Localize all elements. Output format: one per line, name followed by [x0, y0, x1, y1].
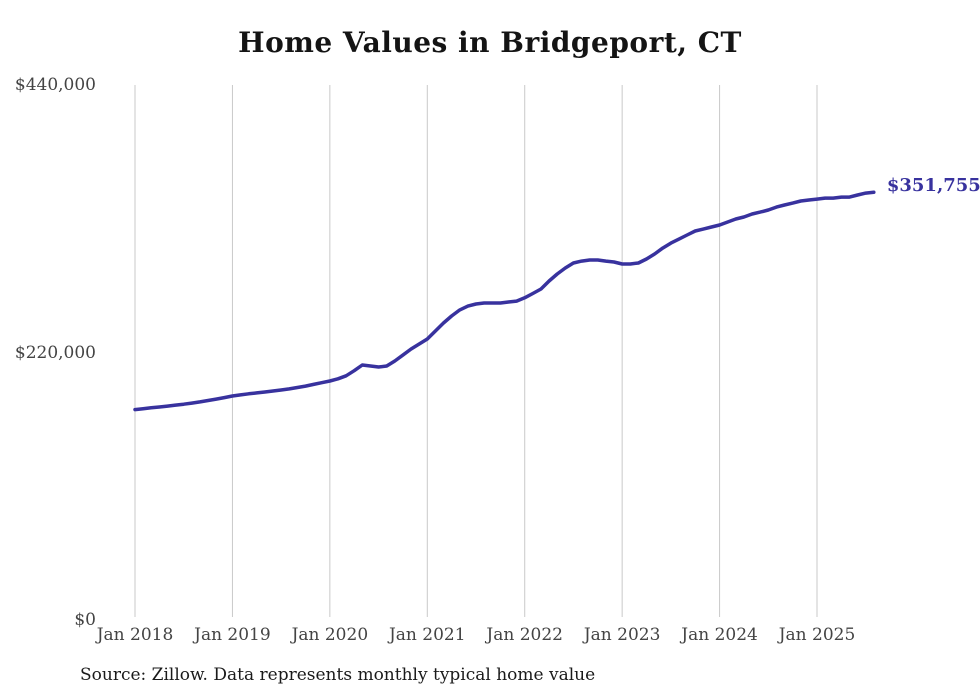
- y-axis-tick-label: $440,000: [14, 75, 96, 95]
- x-axis-tick-label: Jan 2025: [778, 625, 856, 645]
- source-note: Source: Zillow. Data represents monthly …: [80, 665, 596, 685]
- last-value-label: $351,755: [886, 175, 980, 197]
- x-axis-tick-label: Jan 2018: [96, 625, 174, 645]
- x-axis-tick-label: Jan 2021: [388, 625, 466, 645]
- x-axis-tick-label: Jan 2022: [486, 625, 563, 645]
- home-value-line: [133, 190, 876, 412]
- x-axis-tick-label: Jan 2020: [291, 625, 369, 645]
- chart-title: Home Values in Bridgeport, CT: [238, 26, 742, 59]
- y-axis-tick-label: $220,000: [14, 342, 96, 363]
- x-axis-tick-label: Jan 2024: [681, 625, 758, 645]
- x-axis-tick-label: Jan 2019: [194, 625, 271, 645]
- x-axis-tick-label: Jan 2023: [583, 625, 661, 645]
- y-axis-tick-label: $0: [74, 610, 96, 630]
